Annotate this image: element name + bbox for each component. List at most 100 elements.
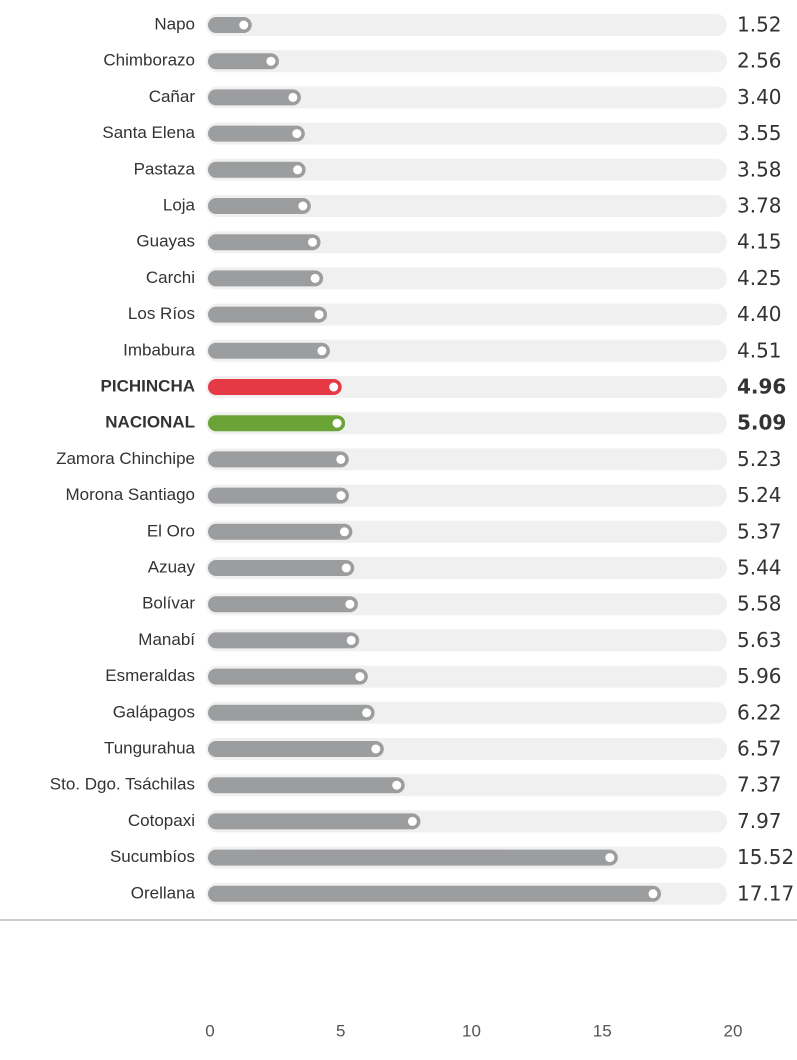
bar (208, 270, 324, 287)
bar (208, 451, 349, 468)
bar-end-dot (648, 889, 658, 899)
value-label: 4.40 (737, 302, 782, 326)
value-label: 4.25 (737, 266, 782, 290)
bar-track (206, 267, 727, 290)
value-label: 3.40 (737, 85, 782, 109)
bar (208, 198, 311, 214)
bar-track (206, 86, 727, 109)
x-tick-label: 5 (336, 1021, 345, 1040)
category-label: Chimborazo (103, 51, 195, 70)
value-label: 2.56 (737, 49, 782, 73)
category-label: Zamora Chinchipe (56, 449, 195, 468)
category-label: Orellana (131, 883, 196, 902)
bar (208, 704, 375, 721)
bar (208, 379, 342, 395)
value-label: 3.55 (737, 121, 782, 145)
bar (208, 89, 301, 106)
value-label: 7.97 (737, 809, 782, 833)
value-label: 7.37 (737, 773, 782, 797)
bar-end-dot (362, 708, 372, 718)
bar-track (206, 158, 727, 181)
value-label: 5.44 (737, 556, 782, 580)
category-label: Manabí (138, 630, 195, 649)
category-label: NACIONAL (105, 413, 195, 432)
bar-end-dot (341, 563, 351, 573)
category-label: Guayas (136, 232, 195, 251)
category-label: Santa Elena (102, 123, 195, 142)
category-label: Carchi (146, 268, 195, 287)
category-label: Morona Santiago (66, 485, 195, 504)
value-label: 5.24 (737, 483, 782, 507)
category-label: Imbabura (123, 340, 195, 359)
bar-track (206, 50, 727, 73)
category-label: Sto. Dgo. Tsáchilas (50, 775, 195, 794)
bar-end-dot (314, 310, 324, 320)
value-label: 4.96 (737, 375, 786, 399)
bar (208, 741, 384, 757)
value-label: 4.15 (737, 230, 782, 254)
category-label: Loja (163, 195, 196, 214)
bar-end-dot (392, 780, 402, 790)
value-label: 5.63 (737, 628, 782, 652)
value-label: 4.51 (737, 338, 782, 362)
value-label: 5.23 (737, 447, 782, 471)
bar-end-dot (371, 744, 381, 754)
bar-end-dot (345, 599, 355, 609)
bar-track (206, 231, 727, 254)
category-label: Tungurahua (104, 738, 196, 757)
bar-track (206, 339, 727, 362)
bar-end-dot (355, 672, 365, 682)
value-label: 5.96 (737, 664, 782, 688)
bar-track (206, 14, 727, 36)
bar (208, 885, 661, 902)
bar (208, 125, 305, 142)
x-tick-label: 15 (593, 1021, 612, 1040)
bar (208, 306, 328, 323)
bar (208, 777, 405, 794)
value-label: 5.09 (737, 411, 786, 435)
value-label: 5.37 (737, 519, 782, 543)
bar-track (206, 303, 727, 326)
value-label: 3.58 (737, 157, 782, 181)
bar-end-dot (292, 129, 302, 139)
bar (208, 415, 346, 432)
bar-end-dot (329, 382, 339, 392)
bar (208, 632, 360, 649)
value-label: 6.57 (737, 737, 782, 761)
value-label: 6.22 (737, 700, 782, 724)
bar (208, 17, 252, 33)
category-label: Los Ríos (128, 304, 195, 323)
x-tick-label: 20 (724, 1021, 743, 1040)
bar (208, 596, 358, 613)
category-label: El Oro (147, 521, 195, 540)
value-label: 17.17 (737, 881, 794, 905)
value-label: 15.52 (737, 845, 794, 869)
bar (208, 560, 355, 576)
bar (208, 813, 421, 830)
bar-end-dot (293, 165, 303, 175)
category-label: Azuay (148, 557, 196, 576)
bar (208, 234, 321, 251)
category-label: Bolívar (142, 594, 195, 613)
category-label: Cotopaxi (128, 811, 195, 830)
category-label: Esmeraldas (105, 666, 195, 685)
bar (208, 523, 353, 540)
bar-end-dot (339, 527, 349, 537)
value-label: 1.52 (737, 13, 782, 37)
bar-end-dot (336, 454, 346, 464)
category-label: Cañar (149, 87, 196, 106)
bar-end-dot (308, 237, 318, 247)
bar-end-dot (298, 201, 308, 211)
bar-end-dot (407, 816, 417, 826)
bar-end-dot (346, 635, 356, 645)
category-label: PICHINCHA (101, 376, 195, 395)
category-label: Napo (154, 14, 195, 33)
bar-track (206, 122, 727, 145)
bar (208, 849, 618, 866)
x-tick-label: 10 (462, 1021, 481, 1040)
bar-end-dot (266, 56, 276, 66)
bar-track (206, 195, 727, 217)
bar (208, 53, 279, 70)
bar-end-dot (336, 491, 346, 501)
